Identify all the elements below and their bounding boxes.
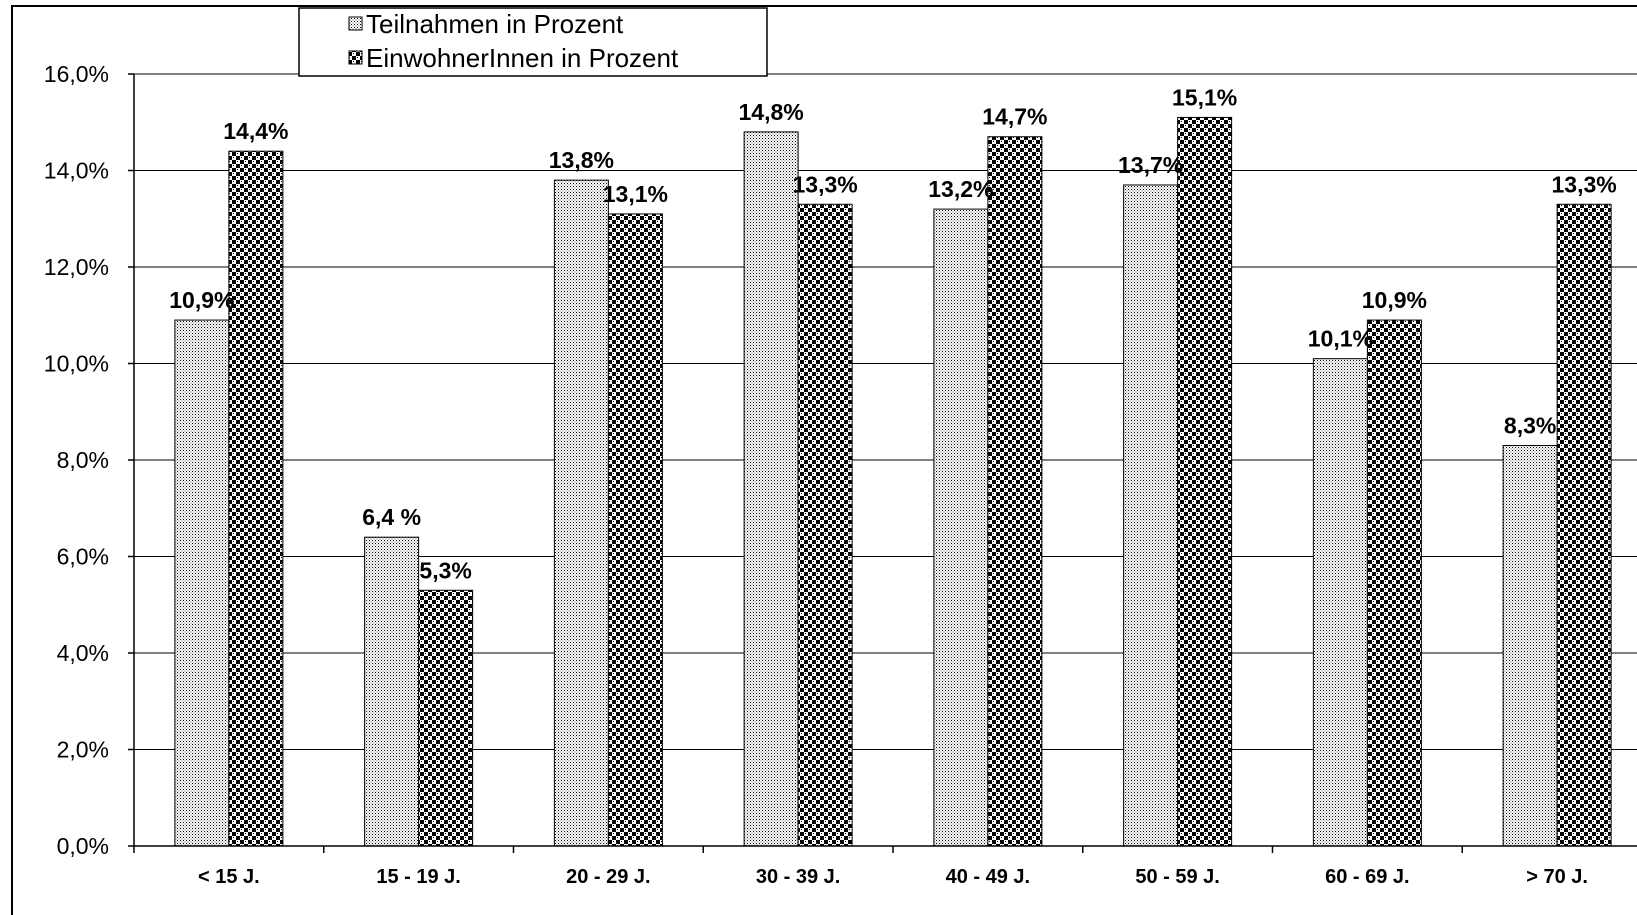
data-label: 10,1% [1308, 326, 1373, 352]
data-label: 13,1% [603, 181, 668, 207]
bar-einwohner [797, 203, 853, 847]
bar-teilnahmen [1123, 184, 1179, 847]
y-tick-label: 16,0% [44, 61, 109, 87]
y-tick-label: 14,0% [44, 158, 109, 184]
bar-einwohner [228, 150, 284, 847]
bars [174, 116, 1612, 847]
data-label: 10,9% [1362, 287, 1427, 313]
x-category-label: < 15 J. [198, 866, 260, 888]
legend-box [298, 7, 768, 77]
data-label: 13,7% [1118, 152, 1183, 178]
y-tick-label: 8,0% [57, 447, 109, 473]
data-label: 15,1% [1172, 84, 1237, 110]
y-tick-label: 12,0% [44, 254, 109, 280]
bar-einwohner [1177, 116, 1233, 847]
data-label: 14,8% [739, 99, 804, 125]
data-label: 13,3% [793, 171, 858, 197]
data-label: 14,4% [223, 118, 288, 144]
data-label: 13,2% [928, 176, 993, 202]
y-tick-label: 6,0% [57, 544, 109, 570]
x-category-label: > 70 J. [1526, 866, 1588, 888]
data-label: 10,9% [169, 287, 234, 313]
x-category-label: 15 - 19 J. [376, 866, 461, 888]
bar-einwohner [1556, 203, 1612, 847]
x-category-label: 40 - 49 J. [946, 866, 1031, 888]
legend-swatch-einwohner [348, 50, 363, 65]
bar-teilnahmen [1312, 358, 1368, 847]
legend-swatch-teilnahmen [348, 16, 363, 31]
bar-einwohner [607, 213, 663, 847]
data-label: 8,3% [1504, 413, 1556, 439]
bar-teilnahmen [174, 319, 230, 847]
bar-teilnahmen [553, 179, 609, 847]
bar-teilnahmen [743, 131, 799, 847]
bar-einwohner [987, 136, 1043, 847]
y-tick-label: 0,0% [57, 833, 109, 859]
legend: Teilnahmen in Prozent EinwohnerInnen in … [298, 7, 768, 77]
legend-label-einwohner: EinwohnerInnen in Prozent [366, 43, 679, 73]
bar-einwohner [418, 589, 474, 847]
data-label: 5,3% [419, 557, 471, 583]
x-category-label: 50 - 59 J. [1135, 866, 1220, 888]
x-category-label: 30 - 39 J. [756, 866, 841, 888]
x-category-label: 60 - 69 J. [1325, 866, 1410, 888]
data-labels: 10,9% 14,4% 6,4 % 5,3% 13,8% 13,1% 14,8% 13,3% 1… [169, 84, 1616, 583]
y-tick-label: 10,0% [44, 351, 109, 377]
bar-teilnahmen [933, 208, 989, 847]
data-label: 14,7% [982, 104, 1047, 130]
bar-einwohner [1366, 319, 1422, 847]
chart-frame [11, 5, 1637, 915]
x-category-label: 20 - 29 J. [566, 866, 651, 888]
bar-teilnahmen [364, 536, 420, 847]
axes: 0,0% 2,0% 4,0% 6,0% 8,0% 10,0% 12,0% 14,0% 16,0%… [44, 61, 1637, 888]
data-label: 6,4 % [362, 504, 421, 530]
legend-label-teilnahmen: Teilnahmen in Prozent [366, 9, 624, 39]
data-label: 13,3% [1552, 171, 1617, 197]
y-tick-label: 2,0% [57, 737, 109, 763]
y-tick-label: 4,0% [57, 640, 109, 666]
bar-teilnahmen [1502, 445, 1558, 847]
data-label: 13,8% [549, 147, 614, 173]
